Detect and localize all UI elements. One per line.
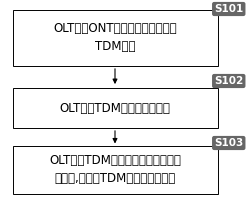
Text: S103: S103: [214, 138, 244, 148]
FancyBboxPatch shape: [12, 88, 218, 128]
Text: OLT学习TDM报文的封装模式: OLT学习TDM报文的封装模式: [60, 102, 170, 114]
FancyBboxPatch shape: [12, 146, 218, 194]
FancyBboxPatch shape: [12, 10, 218, 66]
Text: S101: S101: [214, 4, 244, 14]
Text: OLT接收ONT通过有效载荷发送的
TDM报文: OLT接收ONT通过有效载荷发送的 TDM报文: [53, 22, 177, 53]
Text: OLT根据TDM报文的封装模式切换转
发模型,以实现TDM业务的集中上传: OLT根据TDM报文的封装模式切换转 发模型,以实现TDM业务的集中上传: [49, 154, 181, 186]
Text: S102: S102: [214, 76, 244, 86]
